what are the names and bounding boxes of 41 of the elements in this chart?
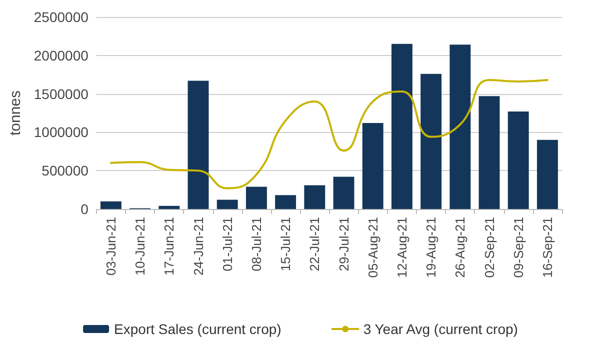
x-tick-label: 26-Aug-21: [452, 217, 468, 278]
x-tick-label: 03-Jun-21: [103, 217, 118, 276]
bar: [391, 44, 412, 209]
bar: [100, 201, 122, 209]
x-tick-label: 15-Jul-21: [278, 217, 294, 272]
bar: [188, 80, 209, 209]
x-tick-label: 02-Sep-21: [482, 217, 497, 278]
y-tick-label: 1500000: [34, 86, 89, 102]
x-tick-label: 24-Jun-21: [190, 217, 206, 276]
x-tick-label: 05-Aug-21: [365, 217, 380, 278]
x-tick-label: 19-Aug-21: [424, 217, 439, 278]
bar: [304, 185, 326, 209]
legend-label: Export Sales (current crop): [114, 321, 282, 337]
x-tick-label: 10-Jun-21: [132, 217, 148, 276]
bar: [275, 195, 296, 209]
bar: [246, 186, 267, 209]
y-tick-label: 2000000: [34, 47, 89, 64]
bar: [508, 111, 529, 209]
bar: [450, 44, 471, 209]
x-tick-label: 16-Sep-21: [540, 217, 555, 278]
bar: [333, 176, 354, 209]
bar: [478, 96, 500, 209]
y-tick-label: 1000000: [34, 124, 89, 140]
y-tick-label: 500000: [42, 162, 89, 179]
bar: [216, 200, 238, 209]
legend-label: 3 Year Avg (current crop): [363, 321, 518, 337]
x-tick-label: 09-Sep-21: [510, 217, 526, 278]
line-series: [110, 78, 548, 190]
y-tick-label: 2500000: [34, 9, 89, 25]
x-tick-label: 08-Jul-21: [248, 217, 264, 272]
bar: [420, 74, 442, 209]
bar: [536, 140, 558, 209]
x-tick-label: 12-Aug-21: [394, 217, 410, 278]
bar: [158, 206, 180, 209]
y-axis-title: tonnes: [7, 90, 24, 136]
x-tick-label: 29-Jul-21: [336, 217, 352, 272]
bar: [362, 122, 384, 209]
y-tick-label: 0: [80, 201, 89, 217]
x-tick-label: 17-Jun-21: [162, 217, 177, 276]
x-tick-label: 01-Jul-21: [220, 217, 235, 272]
x-tick-label: 22-Jul-21: [307, 217, 322, 272]
